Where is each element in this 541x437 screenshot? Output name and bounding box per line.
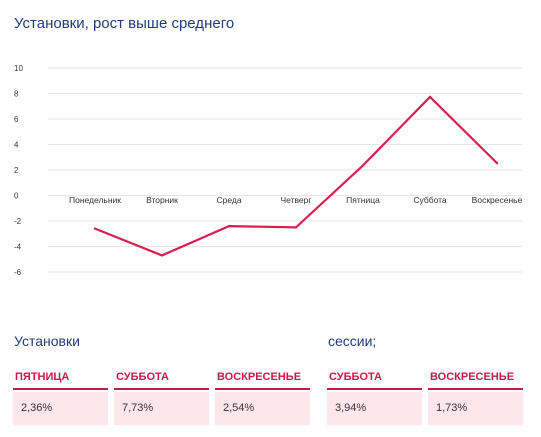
data-point [428, 95, 432, 99]
card-label: СУББОТА [114, 368, 209, 390]
x-category-label: Воскресенье [472, 195, 523, 205]
installs-card-saturday: СУББОТА 7,73% [114, 368, 209, 425]
y-tick-label: -4 [14, 243, 22, 252]
card-label: ВОСКРЕСЕНЬЕ [215, 368, 310, 390]
y-tick-label: -6 [14, 268, 22, 277]
data-point [93, 227, 97, 230]
series-line [93, 95, 499, 257]
y-tick-label: 10 [14, 64, 23, 73]
sessions-section-title: сессии; [328, 333, 377, 349]
card-label: ВОСКРЕСЕНЬЕ [428, 368, 523, 390]
card-label: СУББОТА [327, 368, 422, 390]
card-value: 3,94% [327, 392, 422, 425]
sessions-card-sunday: ВОСКРЕСЕНЬЕ 1,73% [428, 368, 523, 425]
y-tick-label: 8 [14, 90, 19, 99]
data-point [361, 164, 365, 167]
y-tick-label: 6 [14, 115, 19, 124]
y-tick-label: 4 [14, 141, 19, 150]
x-category-label: Пятница [346, 195, 380, 205]
data-point [160, 254, 164, 257]
y-tick-label: -2 [14, 217, 22, 226]
chart-title: Установки, рост выше среднего [14, 15, 235, 32]
data-point [495, 161, 499, 165]
x-category-label: Суббота [413, 195, 447, 205]
installs-card-friday: ПЯТНИЦА 2,36% [13, 368, 108, 425]
data-point [294, 226, 298, 229]
card-value: 2,54% [215, 392, 310, 425]
card-value: 1,73% [428, 392, 523, 425]
sessions-card-saturday: СУББОТА 3,94% [327, 368, 422, 425]
card-value: 7,73% [114, 392, 209, 425]
x-category-label: Среда [216, 195, 241, 205]
installs-card-sunday: ВОСКРЕСЕНЬЕ 2,54% [215, 368, 310, 425]
installs-section-title: Установки [14, 333, 80, 349]
x-category-label: Понедельник [69, 195, 121, 205]
data-point [227, 224, 231, 228]
x-category-label: Вторник [146, 195, 178, 205]
x-category-label: Четверг [281, 195, 312, 205]
card-label: ПЯТНИЦА [13, 368, 108, 390]
y-tick-label: 0 [14, 192, 19, 201]
card-value: 2,36% [13, 392, 108, 425]
line-chart: 10 8 6 4 2 0 -2 -4 -6 Понедельник Вторник Среда Четв… [14, 64, 523, 277]
y-tick-label: 2 [14, 166, 19, 175]
